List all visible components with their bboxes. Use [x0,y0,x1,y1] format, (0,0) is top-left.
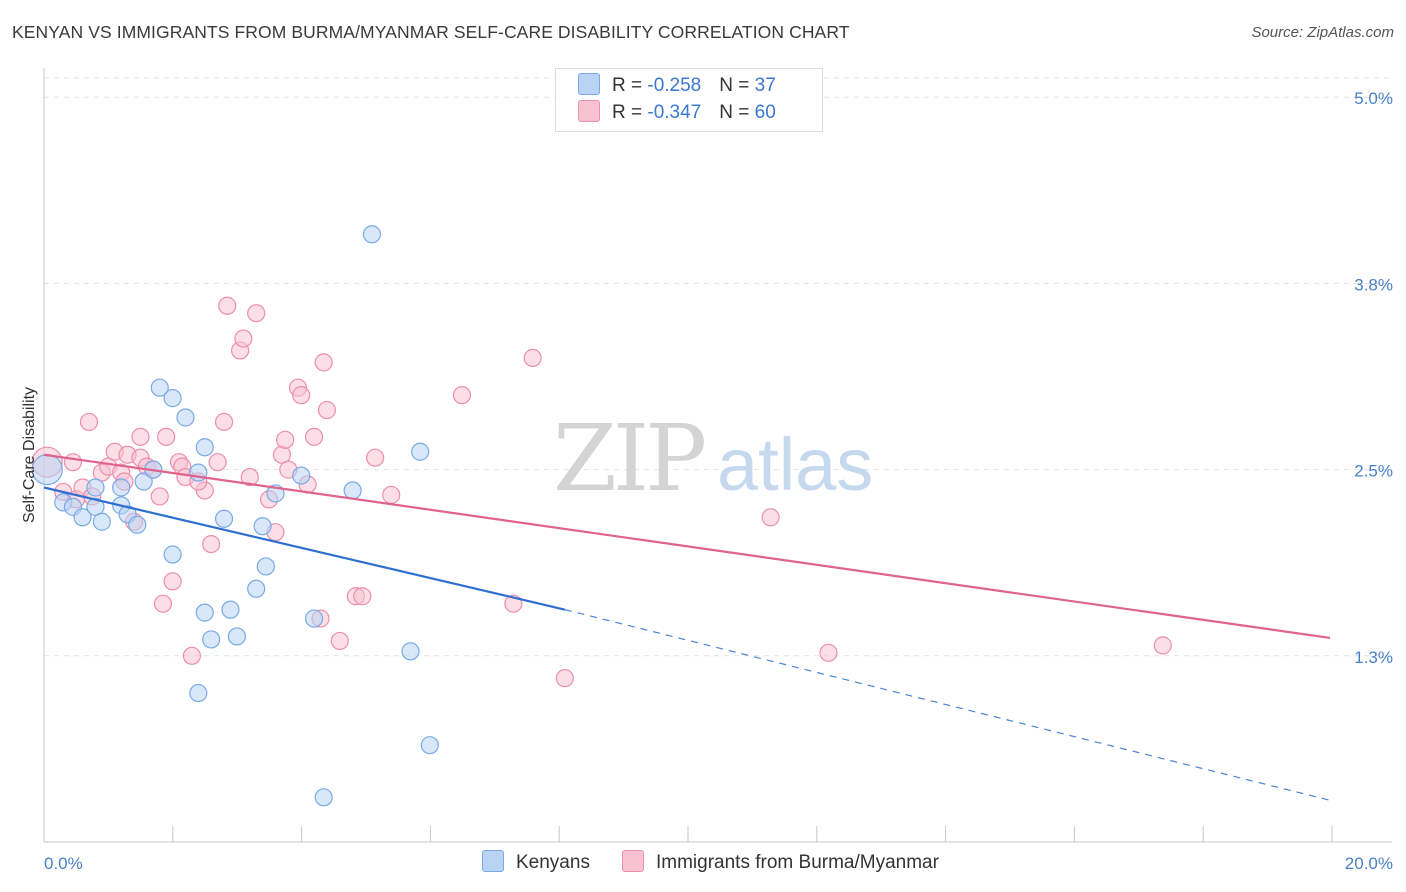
y-tick-label: 3.8% [1354,275,1393,294]
burma-point [79,412,99,432]
kenyans-point [227,627,246,646]
kenyans-label: Kenyans [516,852,590,873]
bottom-legend-kenyans: Kenyans [482,849,590,874]
kenyans-point [420,736,439,755]
kenyans-point [112,478,131,497]
kenyans-point [150,378,169,397]
kenyans-point [189,683,208,703]
kenyans-swatch [482,849,504,872]
burma-label: Immigrants from Burma/Myanmar [656,852,939,873]
kenyans-trend-line [43,486,566,611]
burma-trend-line [43,453,1331,640]
burma-point [317,400,337,420]
burma-point [819,643,838,662]
kenyans-point [176,408,195,427]
burma-point [292,386,311,405]
kenyans-point [314,788,333,807]
y-tick-label: 5.0% [1354,89,1393,108]
x-tick-label: 20.0% [1345,854,1393,873]
legend: R = -0.258 N = 37 R = -0.347 N = 60 [555,68,823,132]
kenyans-point [401,642,420,661]
burma-point [366,448,385,467]
burma-point [153,594,173,613]
burma-point [182,646,201,665]
burma-point [157,427,176,446]
kenyans-swatch [578,72,600,95]
burma-point [555,669,574,688]
burma-point [353,587,372,606]
chart-title: KENYAN VS IMMIGRANTS FROM BURMA/MYANMAR … [12,22,850,42]
kenyans-point [343,481,362,500]
burma-point [452,386,472,405]
kenyans-point [362,225,382,244]
kenyans-point [253,517,272,536]
watermark-zip: ZIP [553,405,704,512]
kenyans-point [411,442,430,461]
legend-n-value: 37 [754,75,776,96]
kenyans-point [195,603,214,622]
kenyans-point [73,508,92,527]
kenyans-point [92,512,111,531]
kenyans-point [163,389,182,408]
burma-point [218,296,237,315]
burma-point [382,485,401,505]
trend-lines [43,453,1331,801]
kenyans-point [221,600,240,619]
burma-point [131,427,150,446]
kenyans-trend-extension [564,609,1331,801]
legend-r-label: R = [612,75,648,96]
kenyans-point [304,609,324,628]
burma-point [214,412,234,432]
burma-point [1153,636,1172,655]
legend-n-value: 60 [754,102,776,123]
kenyans-point [214,509,234,528]
legend-r-value: -0.258 [647,75,702,96]
burma-point [314,353,333,372]
y-tick-label: 1.3% [1354,648,1393,667]
burma-point [208,453,227,472]
legend-n-label: N = [719,102,755,123]
burma-point [523,348,542,368]
source-credit: Source: ZipAtlas.com [1251,24,1394,41]
bottom-legend-burma: Immigrants from Burma/Myanmar [622,849,939,874]
y-axis-label: Self-Care Disability [21,386,38,524]
burma-point [63,453,83,472]
kenyans-point [247,579,266,598]
kenyans-point [195,438,214,457]
burma-point [163,572,182,591]
legend-row-kenyans: R = -0.258 N = 37 [578,72,776,101]
data-points [31,225,1172,807]
x-tick-label: 0.0% [44,854,83,873]
burma-point [304,427,324,446]
burma-point [276,430,295,449]
kenyans-point [256,557,275,576]
kenyans-point [134,472,153,491]
kenyans-point [86,478,105,497]
watermark: ZIP atlas [553,405,873,512]
grid [44,77,1392,657]
burma-swatch [578,99,600,122]
burma-point [330,631,349,651]
legend-r-label: R = [612,102,648,123]
kenyans-point [128,515,147,534]
kenyans-point [292,466,311,485]
kenyans-point [163,545,182,564]
burma-point [247,304,266,323]
burma-point [234,329,253,348]
y-tick-label: 2.5% [1354,462,1393,481]
burma-point [761,508,780,527]
legend-n-label: N = [719,75,755,96]
kenyans-point [202,630,221,649]
burma-point [150,487,169,506]
burma-swatch [622,849,644,872]
legend-row-burma: R = -0.347 N = 60 [578,99,776,128]
tick-labels: 1.3% 2.5% 3.8% 5.0% 0.0% 20.0% [44,89,1393,873]
legend-r-value: -0.347 [647,102,702,123]
watermark-atlas: atlas [717,423,873,506]
burma-point [202,534,221,554]
burma-point [240,467,259,487]
